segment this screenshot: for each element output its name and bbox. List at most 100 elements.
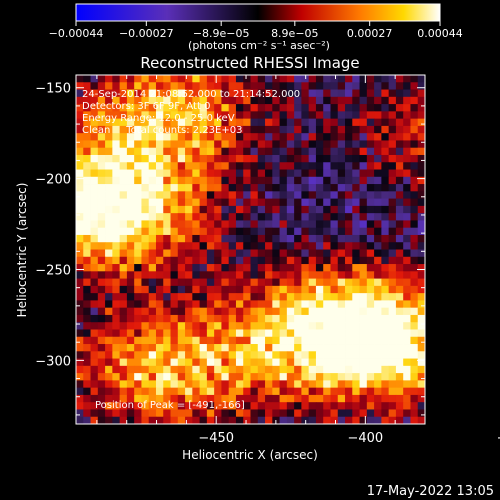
heatmap-cell — [395, 387, 404, 396]
heatmap-cell — [243, 358, 251, 367]
heatmap-cell — [199, 89, 208, 98]
heatmap-cell — [250, 89, 259, 98]
heatmap-cell — [337, 147, 346, 156]
heatmap-cell — [206, 380, 215, 389]
heatmap-cell — [337, 111, 346, 120]
heatmap-cell — [417, 351, 425, 359]
heatmap-cell — [308, 387, 317, 396]
heatmap-cell — [206, 351, 215, 359]
heatmap-cell — [330, 191, 339, 199]
heatmap-cell — [294, 358, 302, 367]
heatmap-cell — [294, 191, 302, 199]
heatmap-cell — [185, 220, 193, 229]
heatmap-cell — [330, 147, 339, 156]
heatmap-cell — [337, 191, 346, 199]
heatmap-cell — [381, 365, 390, 374]
heatmap-cell — [76, 198, 84, 207]
heatmap-cell — [90, 169, 99, 178]
heatmap-cell — [221, 307, 230, 316]
heatmap-cell — [177, 365, 186, 374]
heatmap-cell — [345, 169, 353, 178]
heatmap-cell — [410, 96, 419, 105]
heatmap-cell — [90, 380, 99, 389]
heatmap-cell — [177, 285, 186, 294]
heatmap-cell — [410, 380, 419, 389]
heatmap-cell — [228, 358, 237, 367]
heatmap-cell — [206, 344, 215, 352]
heatmap-cell — [323, 416, 331, 424]
heatmap-cell — [83, 293, 91, 301]
heatmap-cell — [105, 89, 113, 98]
heatmap-cell — [257, 336, 266, 345]
heatmap-cell — [112, 104, 121, 112]
heatmap-cell — [403, 234, 411, 243]
heatmap-cell — [323, 373, 331, 381]
heatmap-cell — [221, 336, 230, 345]
heatmap-cell — [170, 227, 179, 236]
heatmap-cell — [235, 409, 244, 418]
heatmap-cell — [395, 249, 404, 258]
heatmap-cell — [177, 184, 186, 192]
heatmap-cell — [214, 111, 222, 120]
heatmap-cell — [214, 205, 222, 214]
heatmap-cell — [155, 104, 164, 112]
heatmap-cell — [221, 169, 230, 178]
heatmap-cell — [112, 205, 121, 214]
heatmap-cell — [214, 125, 222, 134]
heatmap-cell — [265, 285, 273, 294]
heatmap-cell — [192, 96, 200, 105]
heatmap-cell — [395, 380, 404, 389]
heatmap-cell — [374, 75, 382, 83]
heatmap-cell — [170, 213, 179, 221]
heatmap-cell — [97, 220, 106, 229]
heatmap-cell — [235, 351, 244, 359]
heatmap-cell — [359, 205, 368, 214]
heatmap-cell — [301, 344, 310, 352]
heatmap-cell — [83, 75, 91, 83]
heatmap-cell — [345, 227, 353, 236]
heatmap-cell — [330, 234, 339, 243]
heatmap-cell — [381, 256, 390, 265]
heatmap-cell — [323, 387, 331, 396]
heatmap-cell — [221, 242, 230, 250]
heatmap-cell — [214, 322, 222, 330]
heatmap-cell — [235, 118, 244, 127]
heatmap-cell — [141, 75, 150, 83]
heatmap-cell — [330, 285, 339, 294]
heatmap-cell — [163, 125, 171, 134]
heatmap-cell — [308, 380, 317, 389]
heatmap-cell — [163, 278, 171, 287]
heatmap-cell — [265, 394, 273, 403]
heatmap-cell — [243, 373, 251, 381]
heatmap-cell — [97, 336, 106, 345]
heatmap-cell — [163, 198, 171, 207]
heatmap-cell — [214, 285, 222, 294]
heatmap-cell — [374, 82, 382, 90]
heatmap-cell — [134, 154, 142, 163]
heatmap-cell — [286, 271, 295, 279]
heatmap-cell — [337, 358, 346, 367]
heatmap-cell — [105, 154, 113, 163]
heatmap-cell — [148, 104, 157, 112]
heatmap-cell — [294, 198, 302, 207]
heatmap-cell — [83, 227, 91, 236]
heatmap-cell — [337, 234, 346, 243]
heatmap-cell — [337, 96, 346, 105]
heatmap-cell — [417, 329, 425, 338]
heatmap-cell — [148, 140, 157, 149]
heatmap-cell — [410, 264, 419, 272]
heatmap-cell — [163, 154, 171, 163]
heatmap-cell — [315, 271, 324, 279]
heatmap-cell — [315, 227, 324, 236]
heatmap-cell — [134, 89, 142, 98]
heatmap-cell — [330, 111, 339, 120]
heatmap-cell — [417, 154, 425, 163]
heatmap-cell — [235, 278, 244, 287]
heatmap-cell — [352, 234, 360, 243]
heatmap-cell — [294, 162, 302, 170]
heatmap-cell — [315, 96, 324, 105]
heatmap-cell — [235, 264, 244, 272]
heatmap-cell — [228, 154, 237, 163]
heatmap-cell — [177, 220, 186, 229]
heatmap-cell — [257, 329, 266, 338]
